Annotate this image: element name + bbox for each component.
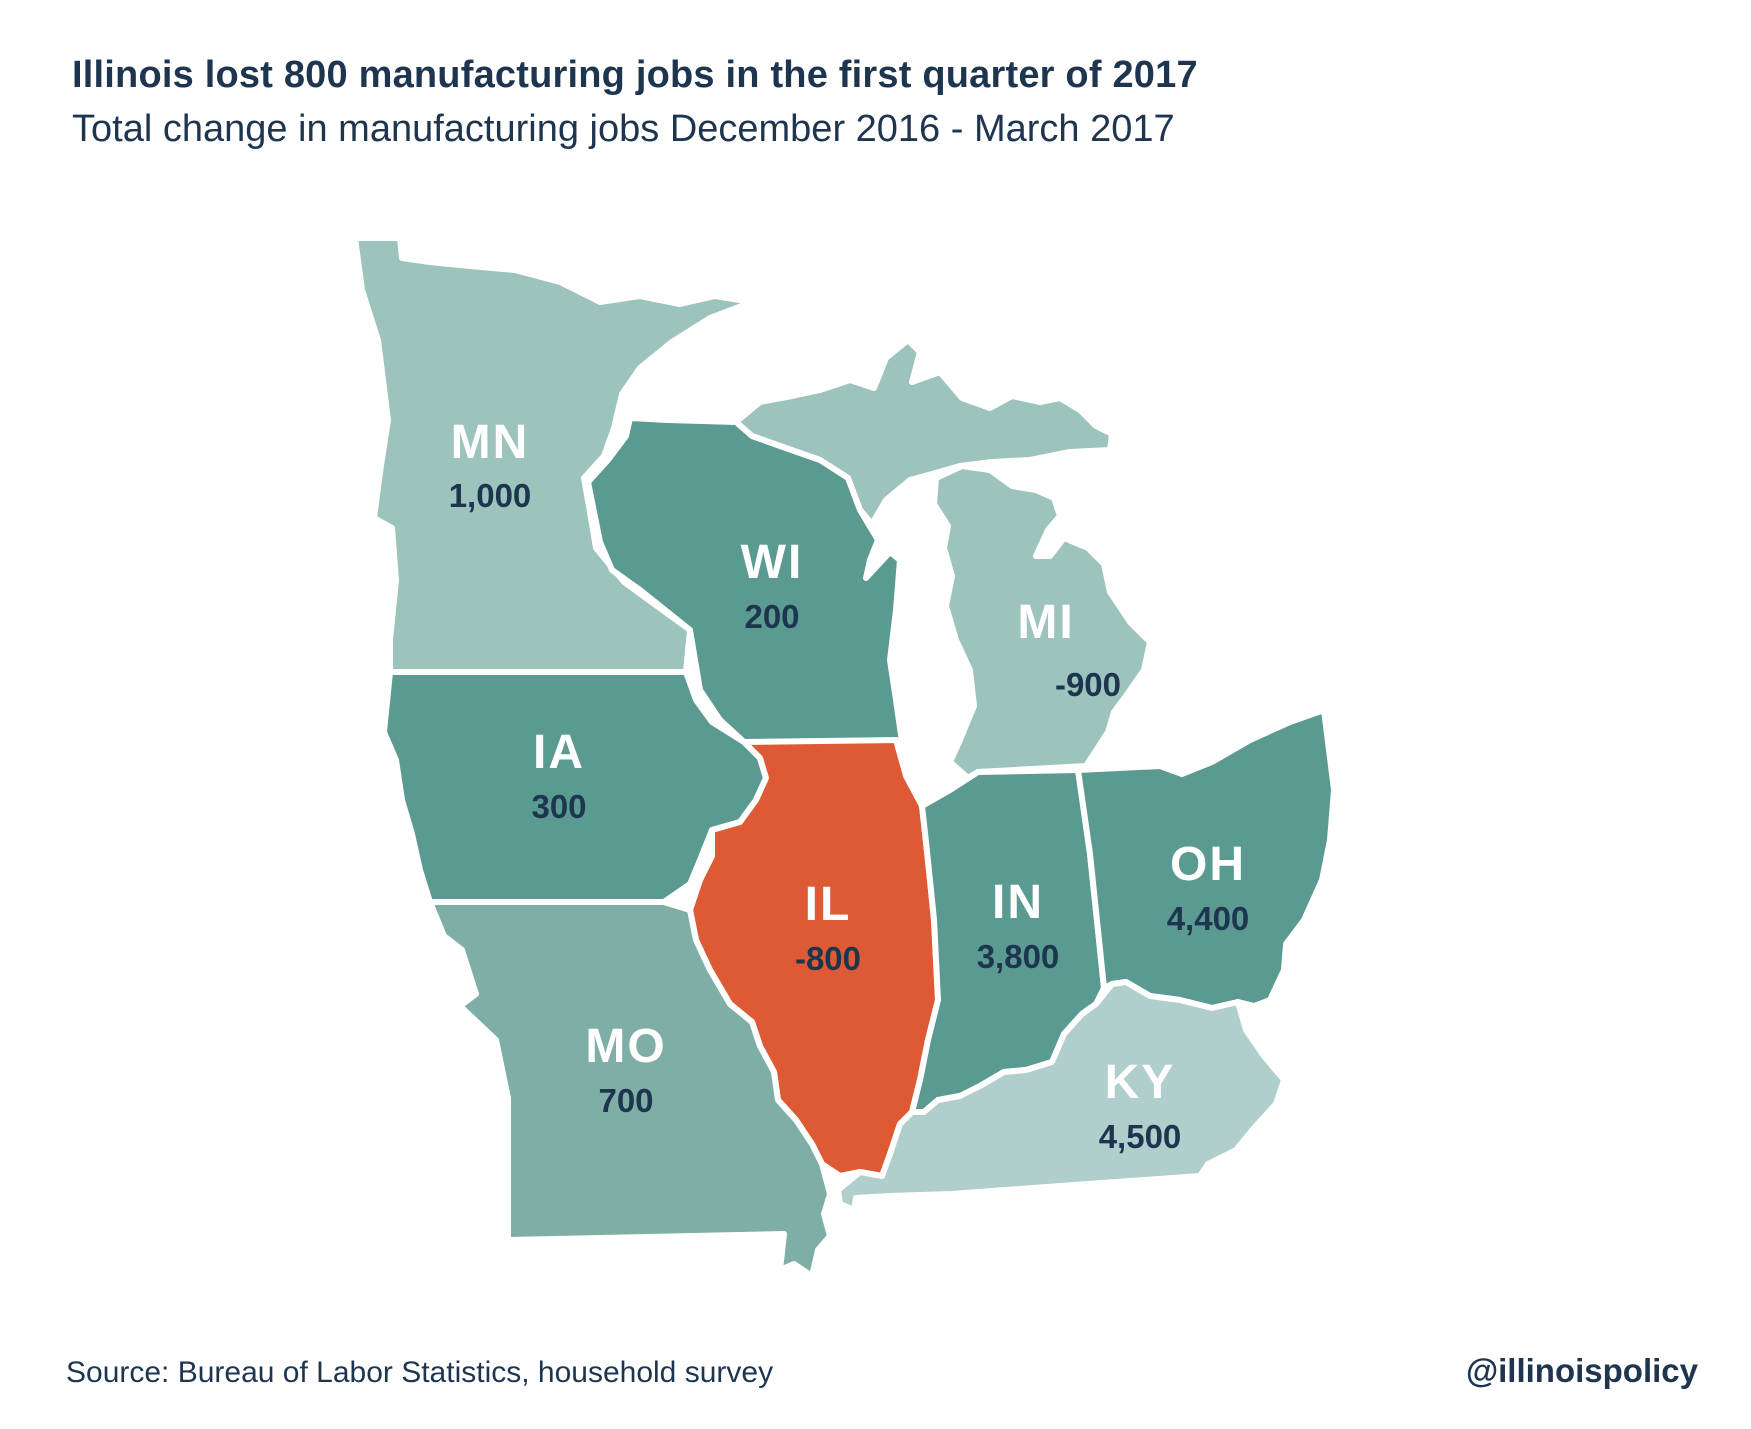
state-mi-lower (931, 463, 1153, 781)
state-label-oh: OH (1170, 838, 1246, 891)
state-value-oh: 4,400 (1167, 900, 1250, 937)
state-label-mn: MN (451, 416, 530, 469)
state-value-mo: 700 (598, 1082, 653, 1119)
twitter-handle[interactable]: @illinoispolicy (1465, 1352, 1698, 1389)
chart-title: Illinois lost 800 manufacturing jobs in … (72, 54, 1198, 96)
state-label-il: IL (805, 878, 852, 931)
state-value-mn: 1,000 (449, 477, 532, 514)
state-value-in: 3,800 (977, 938, 1060, 975)
state-label-ky: KY (1105, 1056, 1176, 1109)
state-value-il: -800 (795, 940, 861, 977)
state-ia (381, 669, 769, 905)
state-ky (835, 979, 1287, 1213)
source-note: Source: Bureau of Labor Statistics, hous… (66, 1356, 774, 1389)
state-value-mi: -900 (1055, 666, 1121, 703)
state-label-in: IN (992, 876, 1044, 929)
state-label-mo: MO (585, 1020, 666, 1073)
state-value-ia: 300 (531, 788, 586, 825)
state-value-ky: 4,500 (1099, 1118, 1182, 1155)
state-wi (585, 415, 905, 745)
state-label-wi: WI (741, 536, 804, 589)
state-label-ia: IA (533, 726, 585, 779)
state-mn (352, 235, 755, 675)
state-label-mi: MI (1017, 596, 1074, 649)
state-labels: MN 1,000 WI 200 MI -900 IA 300 IL -800 I… (449, 416, 1250, 1155)
state-value-wi: 200 (744, 598, 799, 635)
chart-subtitle: Total change in manufacturing jobs Decem… (72, 108, 1175, 150)
state-mo (427, 899, 833, 1279)
